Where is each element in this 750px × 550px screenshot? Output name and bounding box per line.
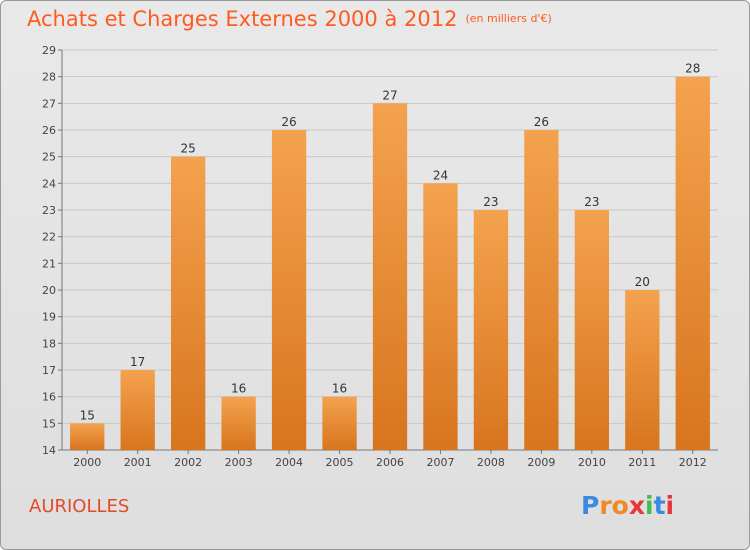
- bar: [675, 76, 710, 451]
- title-text: Achats et Charges Externes 2000 à 2012: [27, 7, 458, 31]
- data-label: 28: [685, 62, 700, 76]
- bar: [322, 396, 357, 450]
- x-tick-label: 2003: [225, 456, 253, 469]
- data-label: 16: [231, 382, 246, 396]
- x-tick-label: 2006: [376, 456, 404, 469]
- y-tick-label: 28: [42, 71, 56, 84]
- chart-title: Achats et Charges Externes 2000 à 2012 (e…: [27, 7, 552, 31]
- y-tick-label: 14: [42, 444, 56, 457]
- bar: [120, 370, 155, 450]
- y-tick-label: 25: [42, 151, 56, 164]
- data-label: 25: [181, 142, 196, 156]
- y-tick-label: 19: [42, 311, 56, 324]
- y-tick-label: 18: [42, 337, 56, 350]
- logo-letter: o: [611, 491, 629, 520]
- x-tick-label: 2002: [174, 456, 202, 469]
- bar: [271, 130, 307, 450]
- x-tick-label: 2008: [477, 456, 505, 469]
- x-tick-label: 2000: [73, 456, 101, 469]
- data-label: 16: [332, 382, 347, 396]
- logo-letter: x: [628, 491, 645, 520]
- bar: [372, 103, 408, 450]
- x-tick-label: 2005: [326, 456, 354, 469]
- x-tick-label: 2012: [679, 456, 707, 469]
- y-tick-label: 21: [42, 257, 56, 270]
- logo-letter: P: [581, 491, 600, 520]
- bar: [70, 423, 105, 450]
- bar: [524, 130, 559, 450]
- y-tick-label: 16: [42, 391, 56, 404]
- y-tick-label: 24: [42, 177, 56, 190]
- bar: [625, 290, 660, 450]
- y-tick-label: 27: [42, 97, 56, 110]
- y-tick-label: 22: [42, 231, 56, 244]
- title-unit: (en milliers d'€): [465, 12, 552, 25]
- bar: [574, 210, 610, 450]
- logo-letter: r: [599, 491, 612, 520]
- y-tick-label: 20: [42, 284, 56, 297]
- logo-letter: t: [653, 491, 666, 520]
- y-tick-label: 23: [42, 204, 56, 217]
- x-tick-label: 2011: [628, 456, 656, 469]
- y-tick-label: 15: [42, 417, 56, 430]
- logo-letter: i: [665, 491, 675, 520]
- data-label: 24: [433, 168, 448, 182]
- bar: [221, 396, 256, 450]
- data-label: 23: [483, 195, 498, 209]
- logo-letter: i: [645, 491, 654, 520]
- data-label: 20: [635, 275, 650, 289]
- y-tick-label: 26: [42, 124, 56, 137]
- bar: [170, 156, 206, 450]
- bar: [423, 183, 458, 451]
- x-tick-label: 2001: [124, 456, 152, 469]
- data-label: 23: [584, 195, 599, 209]
- x-tick-label: 2010: [578, 456, 606, 469]
- data-label: 26: [281, 115, 296, 129]
- data-label: 26: [534, 115, 549, 129]
- y-tick-label: 17: [42, 364, 56, 377]
- data-label: 27: [382, 88, 397, 102]
- y-tick-label: 29: [42, 44, 56, 57]
- commune-name: AURIOLLES: [29, 496, 130, 517]
- x-tick-label: 2007: [426, 456, 454, 469]
- proxiti-logo: Proxiti: [581, 491, 674, 520]
- data-label: 15: [80, 408, 95, 422]
- data-label: 17: [130, 355, 145, 369]
- x-tick-label: 2004: [275, 456, 303, 469]
- bar: [473, 210, 509, 450]
- x-tick-label: 2009: [527, 456, 555, 469]
